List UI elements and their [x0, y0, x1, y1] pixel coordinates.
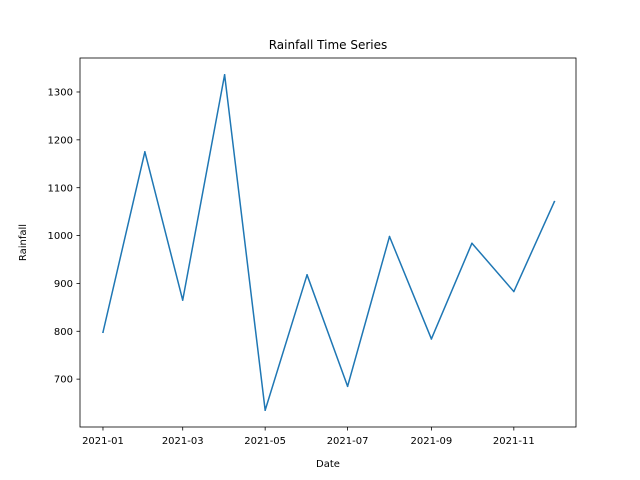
data-point-2021-01-01 [102, 331, 104, 333]
rainfall-series-line [102, 74, 556, 411]
data-point-2021-10-01 [471, 242, 473, 244]
data-point-2021-05-01 [264, 409, 266, 411]
data-point-2021-02-01 [144, 151, 146, 153]
y-tick-label: 1100 [48, 183, 73, 194]
y-tick-label: 800 [54, 327, 73, 338]
axes-frame [79, 57, 577, 428]
x-tick-label: 2021-03 [162, 436, 204, 447]
x-tick-label: 2021-07 [327, 436, 369, 447]
x-axis-ticks: 2021-01 2021-03 2021-05 2021-07 2021-09 2021-… [82, 427, 535, 447]
data-point-2021-08-01 [388, 235, 391, 238]
y-axis-label: Rainfall [18, 224, 29, 261]
data-points [102, 74, 556, 411]
y-axis-ticks: 700 800 900 1000 1100 1200 1300 [48, 88, 80, 386]
y-tick-label: 1300 [48, 88, 73, 99]
y-tick-label: 900 [54, 279, 73, 290]
data-point-2021-11-01 [513, 290, 515, 293]
plot-area [79, 57, 577, 428]
x-tick-label: 2021-05 [244, 436, 286, 447]
data-point-2021-06-01 [306, 274, 308, 276]
y-tick-label: 700 [54, 375, 73, 386]
y-tick-label: 1000 [48, 231, 73, 242]
x-axis-label: Date [316, 459, 340, 470]
x-tick-label: 2021-11 [493, 436, 535, 447]
data-point-2021-12-01 [553, 200, 556, 203]
chart-title: Rainfall Time Series [269, 38, 388, 52]
data-point-2021-04-01 [223, 74, 226, 76]
y-tick-label: 1200 [48, 135, 73, 146]
x-tick-label: 2021-09 [410, 436, 452, 447]
data-point-2021-07-01 [346, 385, 349, 388]
data-point-2021-09-01 [430, 338, 433, 340]
data-point-2021-03-01 [181, 299, 184, 301]
x-tick-label: 2021-01 [82, 436, 124, 447]
